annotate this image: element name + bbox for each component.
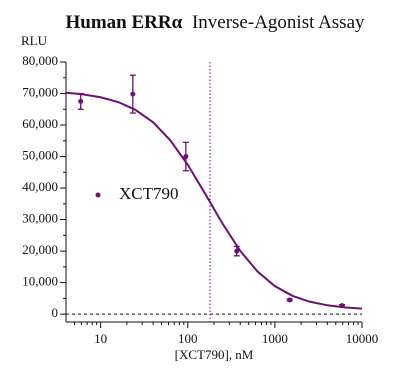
data-point — [234, 248, 240, 254]
y-tick-label: 50,000 — [22, 148, 58, 163]
fit-curve — [65, 91, 363, 310]
y-tick-label: 30,000 — [22, 211, 58, 226]
title-bold: Human ERRα — [65, 12, 182, 33]
data-point — [339, 303, 345, 309]
x-tick-label: 10000 — [346, 331, 379, 346]
x-axis-label: [XCT790], nM — [175, 347, 254, 362]
legend-marker — [95, 192, 101, 198]
y-tick-label: 60,000 — [22, 116, 58, 131]
data-point — [287, 297, 293, 303]
y-tick-label: 10,000 — [22, 274, 58, 289]
x-tick-label: 10 — [94, 331, 107, 346]
legend-label: XCT790 — [119, 184, 179, 203]
title-rest: Inverse-Agonist Assay — [192, 12, 365, 33]
y-tick-label: 70,000 — [22, 84, 58, 99]
x-tick-label: 1000 — [262, 331, 288, 346]
y-tick-label: 40,000 — [22, 179, 58, 194]
x-tick-label: 100 — [178, 331, 198, 346]
data-point — [130, 91, 136, 97]
data-point — [78, 98, 84, 104]
y-axis-label: RLU — [21, 33, 48, 48]
chart-title: Human ERRα Inverse-Agonist Assay — [65, 12, 365, 33]
y-tick-label: 80,000 — [22, 53, 58, 68]
y-tick-label: 0 — [52, 305, 59, 320]
y-tick-label: 20,000 — [22, 242, 58, 257]
data-point — [183, 154, 189, 160]
